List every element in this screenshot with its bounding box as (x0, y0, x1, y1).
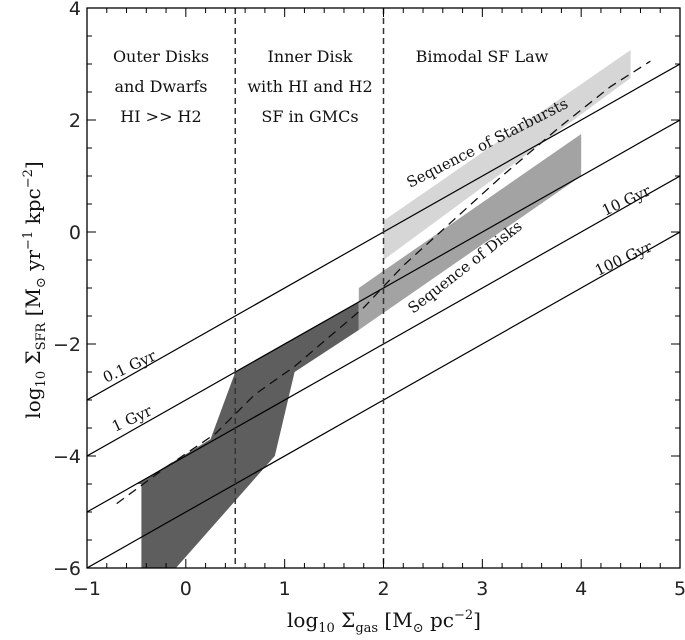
x-tick-label: 3 (476, 578, 488, 600)
annot-10gyr: 10 Gyr (599, 181, 654, 219)
region-3-line-1: Bimodal SF Law (416, 47, 549, 66)
axis-ticks: −1 0 1 2 3 4 5 −6 −4 −2 0 2 4 (53, 0, 685, 600)
region-1-line-1: Outer Disks (113, 47, 209, 66)
y-tick-label: 0 (69, 222, 81, 244)
region-1-line-2: and Dwarfs (114, 77, 207, 96)
y-tick-label: −2 (53, 334, 81, 356)
x-tick-label: 1 (279, 578, 291, 600)
x-tick-label: 2 (377, 578, 389, 600)
x-tick-label: 4 (575, 578, 587, 600)
annot-0p1gyr: 0.1 Gyr (100, 346, 159, 386)
dashed-relation (116, 60, 651, 505)
y-tick-label: 2 (69, 110, 81, 132)
region-2-line-1: Inner Disk (268, 47, 353, 66)
region-2-line-3: SF in GMCs (261, 107, 358, 126)
x-tick-label: −1 (73, 578, 101, 600)
band-0 (136, 302, 359, 568)
band-1 (358, 134, 582, 330)
dashed-curve (116, 60, 651, 505)
region-labels: Outer Disks and Dwarfs HI >> H2 Inner Di… (113, 47, 549, 126)
bands (136, 50, 631, 568)
annot-100gyr: 100 Gyr (592, 237, 656, 279)
x-tick-label: 5 (674, 578, 685, 600)
y-tick-label: −4 (53, 446, 81, 468)
band-2 (383, 50, 631, 260)
y-axis-label: log10 ΣSFR [M⊙ yr−1 kpc−2] (21, 161, 49, 418)
y-tick-label: 4 (69, 0, 81, 20)
x-tick-label: 0 (180, 578, 192, 600)
x-axis-label: log10 Σgas [M⊙ pc−2] (287, 608, 481, 636)
regime-dividers (234, 8, 385, 568)
region-2-line-2: with HI and H2 (247, 77, 372, 96)
region-1-line-3: HI >> H2 (120, 107, 201, 126)
y-tick-label: −6 (53, 558, 81, 580)
